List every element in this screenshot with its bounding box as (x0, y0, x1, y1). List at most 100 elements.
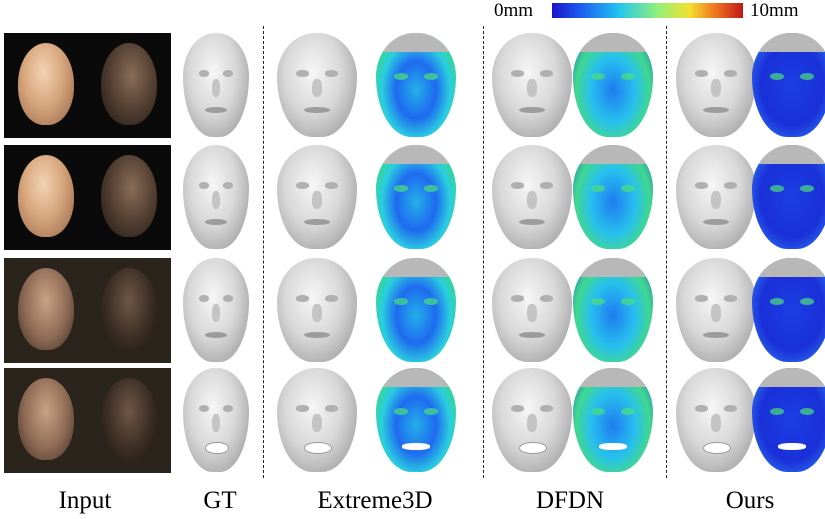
error-map-eye (769, 184, 784, 192)
column-label-ours: Ours (725, 487, 775, 514)
error-map-head-cap (573, 368, 653, 387)
mesh-mouth (205, 218, 227, 226)
comparison-figure (263, 26, 667, 478)
mesh-render (492, 258, 572, 362)
mesh-mouth (519, 218, 545, 226)
mesh-eye (222, 405, 234, 412)
error-map-eye (424, 407, 439, 415)
input-photo-lit (4, 368, 88, 473)
error-map-render (573, 33, 653, 137)
error-map-eye (590, 184, 605, 192)
mesh-nose (527, 190, 537, 210)
input-face (18, 43, 74, 125)
error-map-eye (393, 297, 408, 305)
colorbar-gradient (552, 3, 743, 18)
mesh-nose (212, 303, 220, 323)
error-map-eye (393, 184, 408, 192)
mesh-nose (711, 413, 721, 433)
error-map-eye (393, 72, 408, 80)
mesh-nose (711, 78, 721, 98)
error-map-eye (800, 184, 815, 192)
mesh-render (492, 145, 572, 249)
column-separator (263, 26, 264, 478)
mesh-nose (312, 190, 322, 210)
column-label-extreme3d: Extreme3D (317, 487, 433, 514)
mesh-render (277, 33, 357, 137)
error-map-eye (800, 72, 815, 80)
mesh-eye (540, 295, 553, 302)
mesh-eye (296, 70, 309, 77)
error-map-mouth (401, 442, 431, 451)
error-map-eye (769, 297, 784, 305)
mesh-eye (724, 405, 737, 412)
mesh-eye (695, 405, 708, 412)
column-label-dfdn: DFDN (535, 487, 605, 514)
mesh-render (277, 145, 357, 249)
mesh-eye (296, 295, 309, 302)
mesh-render (676, 145, 756, 249)
mesh-nose (527, 413, 537, 433)
error-map-eye (800, 297, 815, 305)
error-map-eye (769, 407, 784, 415)
mesh-mouth (205, 331, 227, 339)
error-map-render (752, 33, 825, 137)
mesh-eye (198, 182, 210, 189)
input-photo-lit (4, 145, 88, 250)
input-photo-lit (4, 33, 88, 138)
mesh-eye (222, 70, 234, 77)
error-map-eye (800, 407, 815, 415)
error-map-eye (590, 407, 605, 415)
error-map-eye (769, 72, 784, 80)
mesh-nose (527, 78, 537, 98)
mesh-mouth (703, 106, 729, 114)
mesh-mouth (519, 441, 547, 455)
error-map-render (752, 258, 825, 362)
mesh-eye (724, 70, 737, 77)
mesh-render (676, 258, 756, 362)
colorbar-min-label: 0mm (494, 0, 534, 21)
mesh-eye (222, 182, 234, 189)
mesh-eye (198, 295, 210, 302)
column-separator (483, 26, 484, 478)
error-map-eye (621, 184, 636, 192)
mesh-nose (212, 78, 220, 98)
mesh-eye (695, 70, 708, 77)
input-photo-shadowed (87, 368, 171, 473)
input-face (101, 43, 157, 125)
mesh-render (183, 33, 249, 137)
mesh-render (492, 368, 572, 472)
column-label-gt: GT (203, 487, 237, 514)
error-map-render (573, 258, 653, 362)
error-map-eye (590, 297, 605, 305)
mesh-eye (325, 70, 338, 77)
mesh-mouth (205, 106, 227, 114)
error-map-head-cap (376, 368, 456, 387)
mesh-eye (296, 182, 309, 189)
input-face (101, 378, 157, 460)
input-face (18, 155, 74, 237)
mesh-eye (511, 405, 524, 412)
mesh-eye (511, 295, 524, 302)
error-map-eye (424, 297, 439, 305)
mesh-render (183, 145, 249, 249)
mesh-render (277, 368, 357, 472)
error-map-head-cap (376, 145, 456, 164)
mesh-mouth (304, 441, 332, 455)
error-map-render (376, 368, 456, 472)
error-map-eye (424, 184, 439, 192)
error-map-head-cap (573, 145, 653, 164)
error-map-render (376, 145, 456, 249)
mesh-eye (695, 182, 708, 189)
mesh-mouth (703, 441, 731, 455)
mesh-eye (511, 70, 524, 77)
mesh-nose (711, 190, 721, 210)
input-photo-lit (4, 258, 88, 363)
input-face (101, 268, 157, 350)
colorbar-max-label: 10mm (750, 0, 799, 21)
error-map-mouth (777, 442, 807, 451)
error-map-render (573, 145, 653, 249)
input-photo-shadowed (87, 33, 171, 138)
error-map-eye (424, 72, 439, 80)
mesh-nose (312, 413, 322, 433)
mesh-nose (711, 303, 721, 323)
